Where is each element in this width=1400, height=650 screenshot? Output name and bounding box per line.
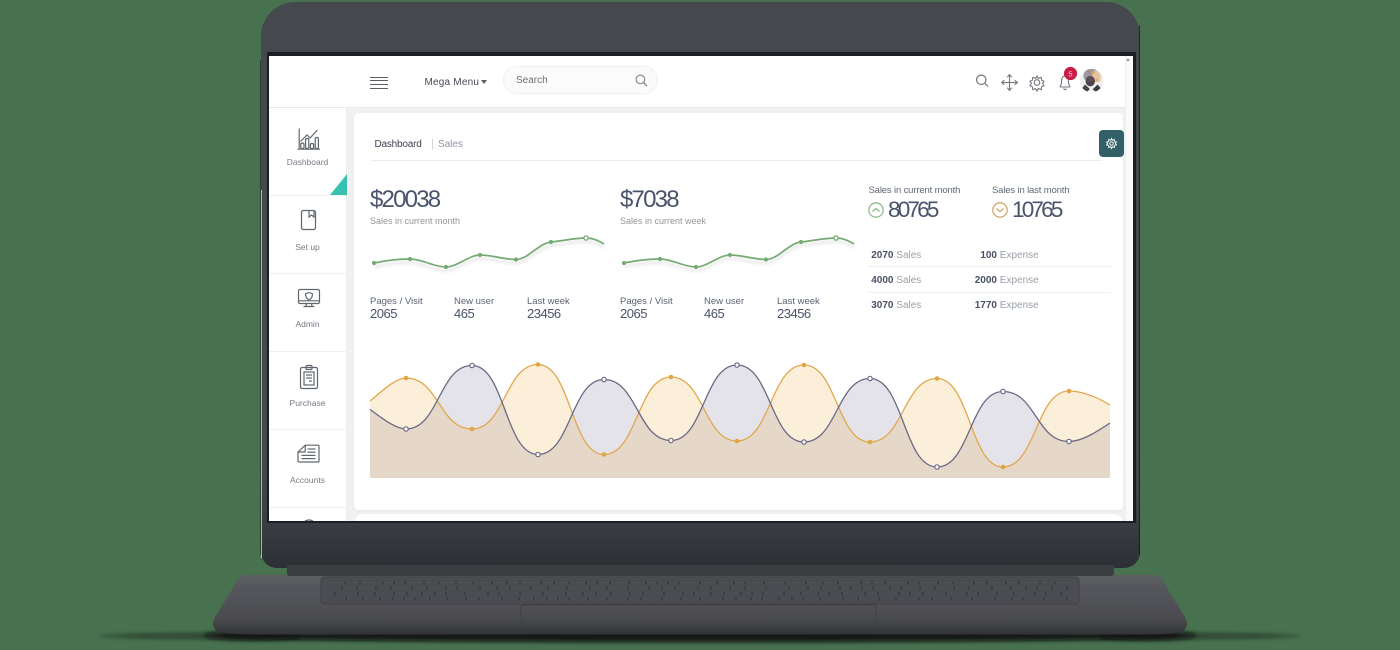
svg-text:5: 5	[1068, 69, 1072, 78]
